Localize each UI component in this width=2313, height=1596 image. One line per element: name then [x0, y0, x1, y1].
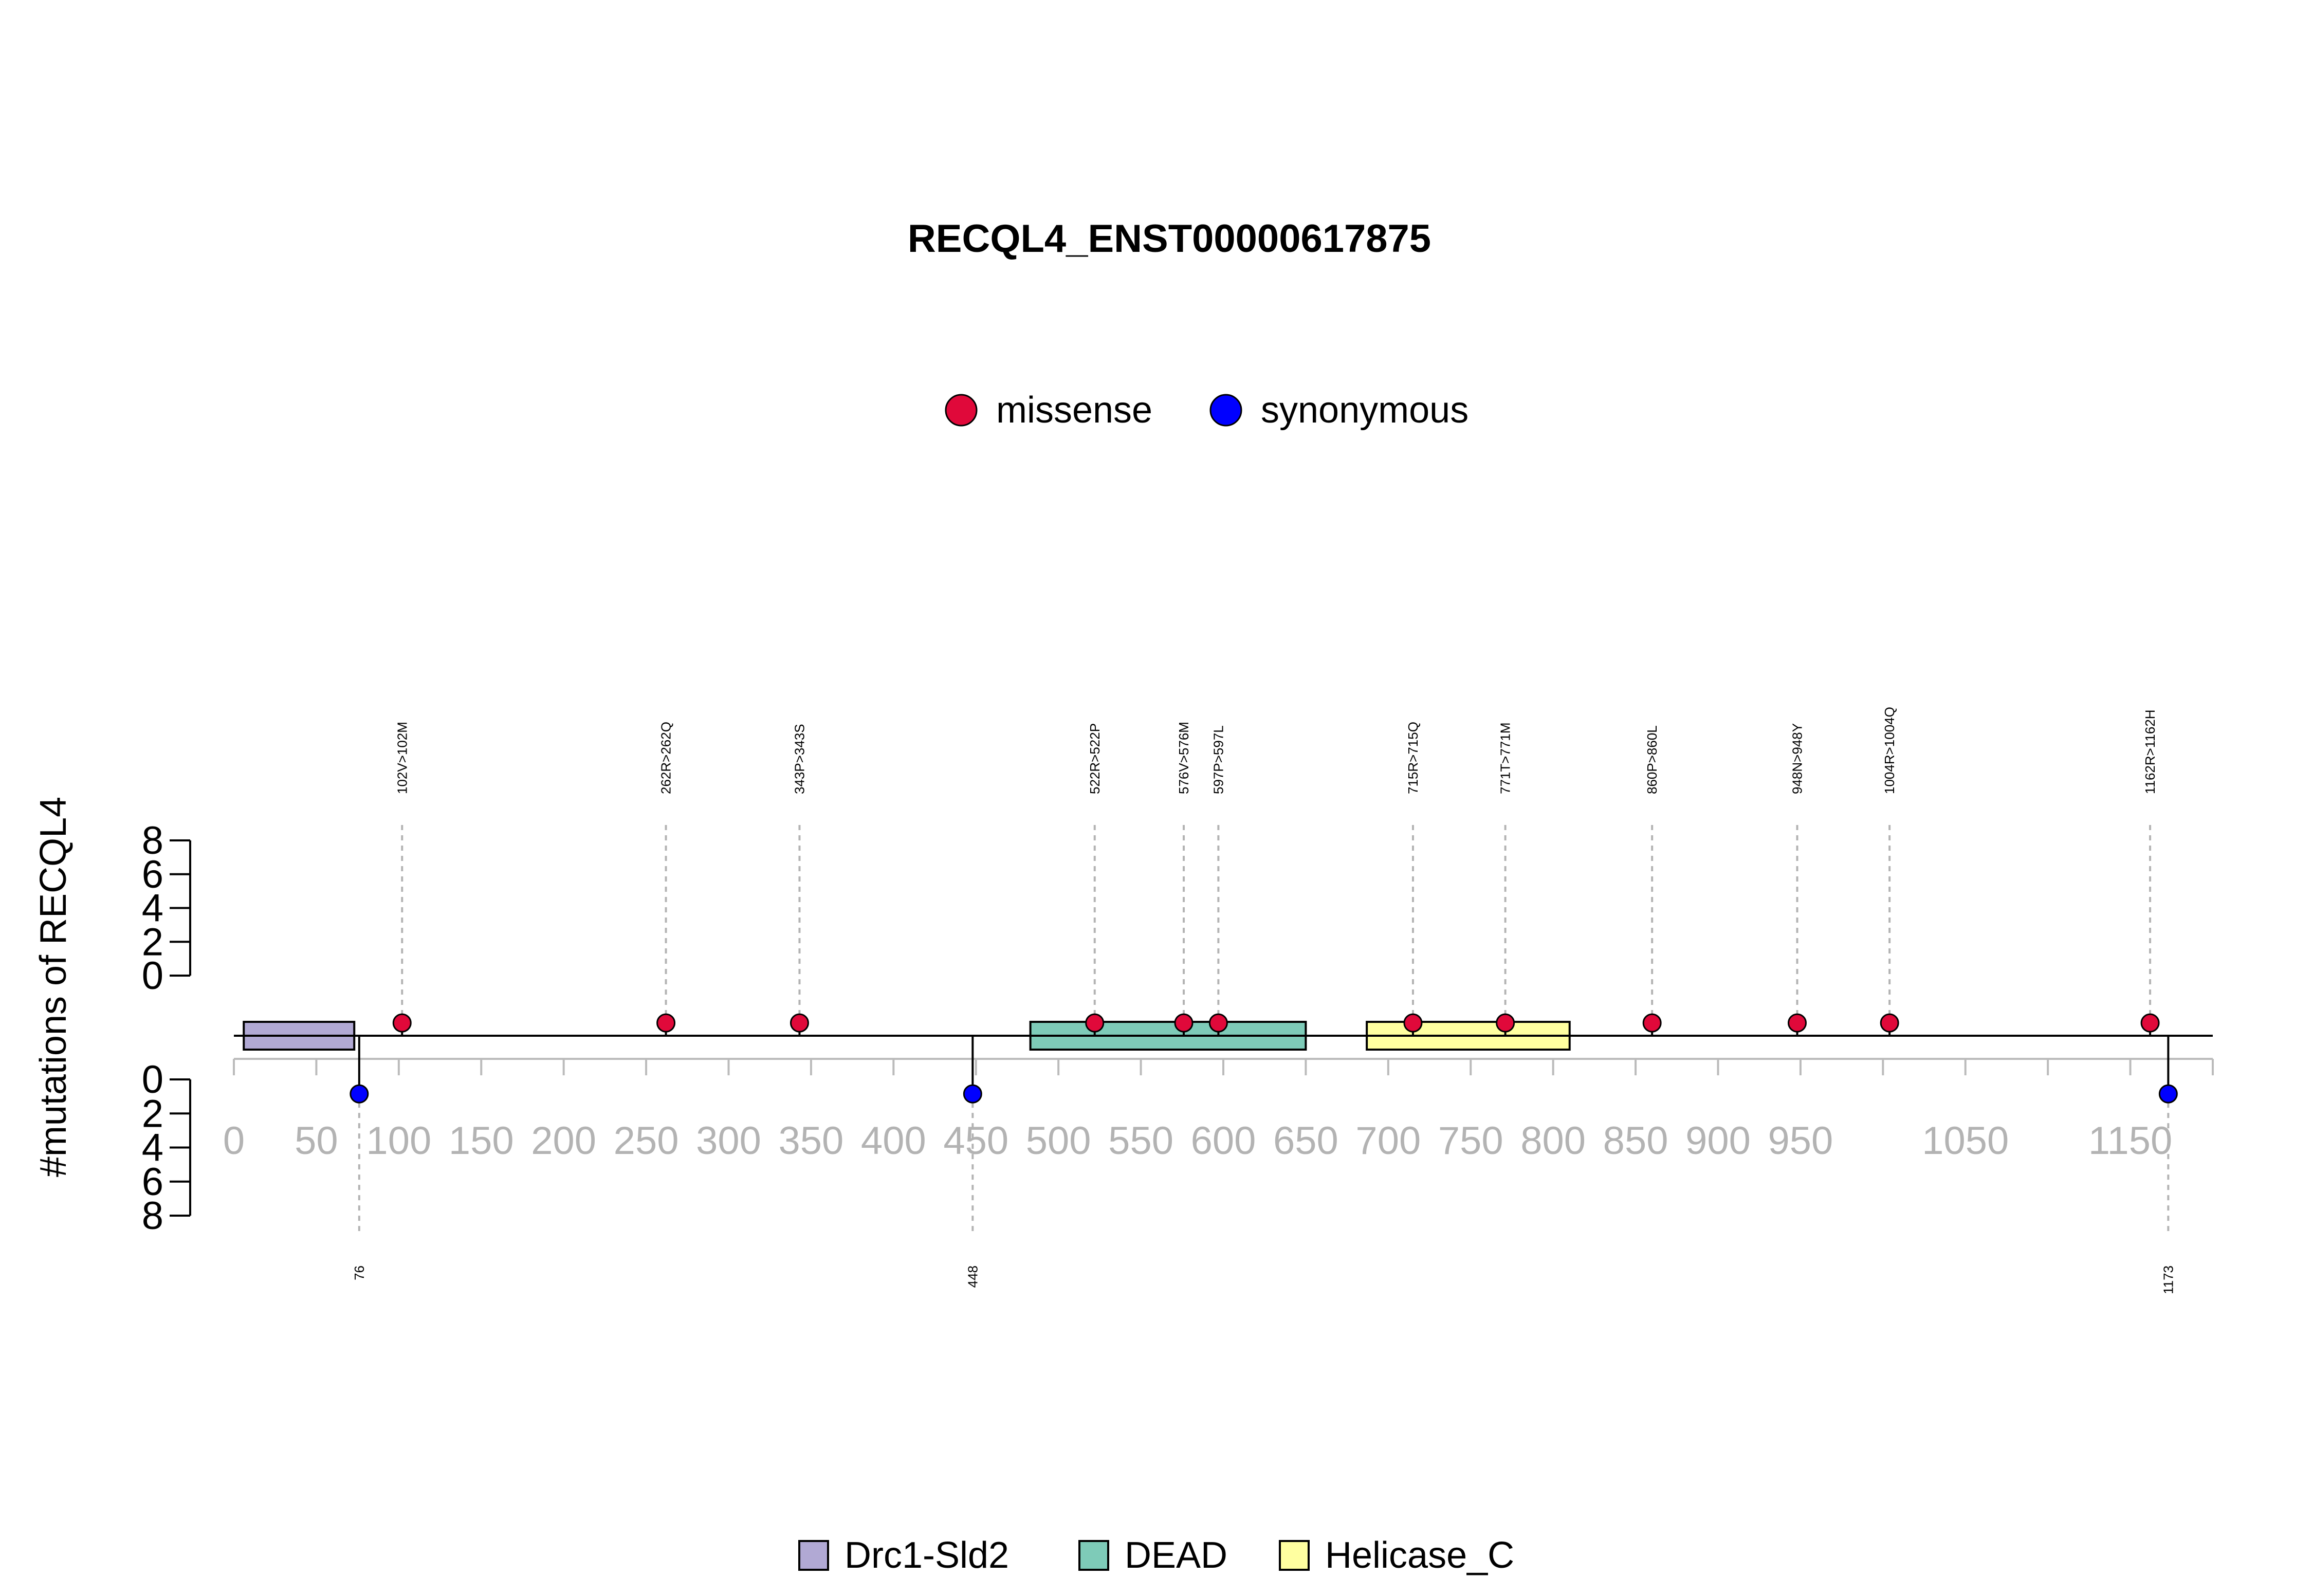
legend-bottom-label-DEAD: DEAD — [1125, 1535, 1227, 1576]
x-tick-label-1050: 1050 — [1922, 1119, 2009, 1163]
missense-point-343 — [790, 1013, 809, 1033]
x-tick-label-600: 600 — [1191, 1119, 1256, 1163]
y-top-tick-label-6: 6 — [142, 853, 163, 896]
y-bottom-tick-label-2: 2 — [142, 1092, 163, 1135]
synonymous-point-448 — [963, 1084, 982, 1104]
missense-label-860: 860P>860L — [1644, 725, 1660, 794]
x-tick-label-1150: 1150 — [2088, 1119, 2172, 1163]
x-tick-label-150: 150 — [449, 1119, 514, 1163]
x-tick-label-0: 0 — [223, 1119, 245, 1163]
x-tick-label-250: 250 — [614, 1119, 679, 1163]
synonymous-point-1173 — [2158, 1084, 2178, 1104]
x-tick-label-850: 850 — [1603, 1119, 1668, 1163]
x-axis: 0 50 100 150 200 250 300 350 400 450 500 550 600 650 7… — [223, 1058, 2214, 1163]
legend-top-marker-missense — [945, 394, 978, 427]
x-tick-label-950: 950 — [1768, 1119, 1833, 1163]
y-top-tick-label-0: 0 — [142, 954, 163, 998]
legend-bottom-swatch-DEAD — [1078, 1540, 1109, 1571]
legend-bottom-label-Drc1-Sld2: Drc1-Sld2 — [845, 1535, 1009, 1576]
mutations-layer: 102V>102M 262R>262Q 343P>343S 522R>522P 576V… — [350, 707, 2178, 1294]
y-bottom-tick-label-6: 6 — [142, 1160, 163, 1204]
y-bottom-tick-label-4: 4 — [142, 1126, 163, 1170]
missense-point-102 — [392, 1013, 412, 1033]
x-tick-label-700: 700 — [1355, 1119, 1421, 1163]
missense-point-576 — [1174, 1013, 1194, 1033]
legend-top-label-synonymous: synonymous — [1261, 390, 1468, 431]
missense-point-771 — [1496, 1013, 1515, 1033]
legend-bottom-label-Helicase_C: Helicase_C — [1325, 1535, 1514, 1576]
x-tick-label-550: 550 — [1108, 1119, 1173, 1163]
missense-point-597 — [1208, 1013, 1228, 1033]
missense-point-1004 — [1880, 1013, 1899, 1033]
missense-label-597: 597P>597L — [1210, 725, 1226, 794]
legend-bottom-swatch-Helicase_C — [1279, 1540, 1310, 1571]
missense-label-522: 522R>522P — [1087, 723, 1103, 794]
missense-point-1162 — [2140, 1013, 2160, 1033]
missense-label-262: 262R>262Q — [658, 722, 674, 794]
missense-label-771: 771T>771M — [1498, 723, 1513, 794]
x-tick-label-350: 350 — [779, 1119, 844, 1163]
y-top-tick-label-8: 8 — [142, 819, 163, 863]
x-tick-label-450: 450 — [943, 1119, 1008, 1163]
x-tick-label-300: 300 — [696, 1119, 761, 1163]
missense-label-715: 715R>715Q — [1405, 722, 1421, 794]
missense-point-262 — [656, 1013, 676, 1033]
missense-label-1004: 1004R>1004Q — [1882, 707, 1897, 794]
legend-bottom-swatch-Drc1-Sld2 — [798, 1540, 829, 1571]
x-tick-label-200: 200 — [531, 1119, 596, 1163]
synonymous-label-76: 76 — [352, 1265, 367, 1280]
missense-label-576: 576V>576M — [1176, 722, 1191, 794]
y-top-tick-label-4: 4 — [142, 887, 163, 930]
synonymous-label-1173: 1173 — [2160, 1265, 2176, 1294]
missense-point-522 — [1085, 1013, 1105, 1033]
y-bottom-tick-label-8: 8 — [142, 1194, 163, 1238]
legend-top: missense synonymous — [945, 390, 1468, 431]
x-tick-label-800: 800 — [1520, 1119, 1586, 1163]
x-tick-label-500: 500 — [1026, 1119, 1091, 1163]
missense-label-1162: 1162R>1162H — [2142, 709, 2158, 794]
x-tick-label-100: 100 — [366, 1119, 431, 1163]
y-bottom-tick-label-0: 0 — [142, 1058, 163, 1102]
legend-top-label-missense: missense — [996, 390, 1152, 431]
x-tick-label-900: 900 — [1685, 1119, 1751, 1163]
y-top-tick-label-2: 2 — [142, 920, 163, 964]
legend-bottom: Drc1-Sld2 DEAD Helicase_C — [798, 1535, 1514, 1576]
x-tick-label-650: 650 — [1273, 1119, 1338, 1163]
x-tick-label-750: 750 — [1438, 1119, 1503, 1163]
missense-point-860 — [1642, 1013, 1662, 1033]
synonymous-label-448: 448 — [965, 1265, 980, 1288]
missense-label-343: 343P>343S — [792, 724, 807, 794]
legend-top-marker-synonymous — [1209, 394, 1242, 427]
x-tick-label-50: 50 — [295, 1119, 338, 1163]
missense-point-715 — [1403, 1013, 1423, 1033]
missense-label-102: 102V>102M — [394, 722, 410, 794]
synonymous-point-76 — [350, 1084, 369, 1104]
y-axis-label: #mutations of RECQL4 — [33, 797, 74, 1177]
missense-label-948: 948N>948Y — [1790, 723, 1805, 794]
missense-point-948 — [1788, 1013, 1807, 1033]
x-tick-label-400: 400 — [861, 1119, 926, 1163]
chart-title: RECQL4_ENST00000617875 — [908, 217, 1431, 261]
